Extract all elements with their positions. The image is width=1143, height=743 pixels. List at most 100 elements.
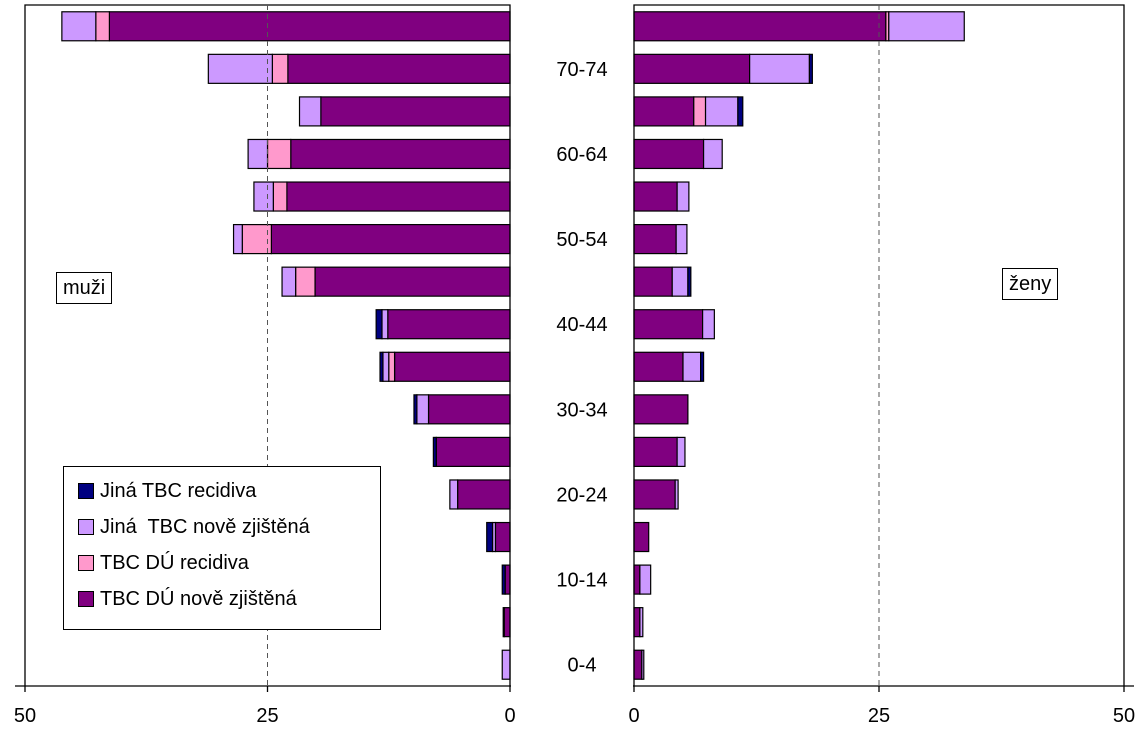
x-tick-label-right: 25	[868, 705, 890, 727]
bar-segment	[95, 11, 110, 42]
bar-segment	[494, 521, 511, 553]
legend-item-du-recidiva: TBC DÚ recidiva	[64, 545, 380, 581]
bar-segment	[633, 309, 704, 340]
bar-segment	[749, 53, 811, 84]
bar-segment	[674, 479, 679, 510]
bar-segment	[486, 521, 494, 553]
bar-segment	[704, 96, 739, 127]
bar-segment	[247, 138, 269, 170]
age-group-label: 20-24	[556, 484, 607, 506]
bar-segment	[232, 223, 243, 255]
age-group-label: 30-34	[556, 399, 607, 421]
bar-segment	[633, 96, 695, 127]
bar-segment	[633, 138, 705, 170]
bar-segment	[108, 11, 511, 42]
bar-segment	[207, 53, 273, 84]
axes: 50 25 0 0 25 50 0-4 10-14 20-24 30-34 40-44 50-54 60…	[14, 4, 1135, 727]
bar-segment	[633, 521, 650, 553]
bar-segment	[687, 266, 692, 297]
bar-segment	[641, 649, 645, 680]
bar-segment	[702, 138, 723, 170]
legend-swatch	[78, 483, 94, 499]
bar-segment	[675, 223, 688, 255]
legend-item-jina-recidiva: Jiná TBC recidiva	[64, 473, 380, 509]
age-group-label: 0-4	[568, 655, 597, 677]
bar-segment	[314, 266, 511, 297]
x-tick-label-left: 25	[256, 705, 278, 727]
legend-label: Jiná TBC nově zjištěná	[100, 515, 310, 538]
bar-segment	[379, 351, 384, 382]
bar-segment	[435, 436, 511, 468]
bar-segment	[639, 607, 644, 638]
legend-label: TBC DÚ nově zjištěná	[100, 587, 297, 610]
bar-segment	[270, 223, 511, 255]
bar-segment	[375, 309, 383, 340]
x-tick-label-right: 50	[1113, 705, 1135, 727]
bar-segment	[501, 649, 511, 680]
right-panel-zeny	[633, 11, 965, 680]
bar-segment	[701, 309, 715, 340]
x-tick-label-left: 50	[14, 705, 36, 727]
legend-label: TBC DÚ recidiva	[100, 551, 249, 574]
bar-segment	[633, 11, 887, 42]
bar-segment	[413, 394, 418, 425]
bar-segment	[671, 266, 689, 297]
legend-label: Jiná TBC recidiva	[100, 479, 257, 502]
bar-segment	[457, 479, 511, 510]
x-tick-label-left: 0	[504, 705, 515, 727]
bar-segment	[272, 181, 288, 212]
bar-segment	[700, 351, 705, 382]
bar-segment	[416, 394, 430, 425]
bar-segment	[503, 607, 511, 638]
bar-segment	[287, 53, 511, 84]
bar-segment	[502, 607, 505, 638]
x-tick-label-right: 0	[628, 705, 639, 727]
bar-segment	[633, 351, 684, 382]
age-group-label: 70-74	[556, 59, 607, 81]
age-group-label: 50-54	[556, 229, 607, 251]
bar-segment	[290, 138, 511, 170]
bar-segment	[320, 96, 511, 127]
legend-item-jina-nove: Jiná TBC nově zjištěná	[64, 509, 380, 545]
bar-segment	[633, 53, 751, 84]
bar-segment	[286, 181, 511, 212]
left-panel-muzi	[61, 11, 511, 680]
bar-segment	[633, 223, 677, 255]
bar-segment	[676, 436, 686, 468]
bar-segment	[501, 564, 506, 595]
bar-segment	[633, 564, 641, 595]
bar-segment	[633, 394, 689, 425]
bar-segment	[633, 436, 678, 468]
bar-segment	[381, 309, 389, 340]
bar-segment	[504, 564, 511, 595]
bar-segment	[382, 351, 390, 382]
bar-segment	[387, 309, 511, 340]
bar-segment	[633, 649, 643, 680]
bar-segment	[639, 564, 652, 595]
bar-segment	[393, 351, 511, 382]
bar-segment	[266, 138, 292, 170]
bar-segment	[449, 479, 459, 510]
bar-segment	[61, 11, 97, 42]
bar-segment	[388, 351, 396, 382]
bar-segment	[253, 181, 274, 212]
bar-segment	[427, 394, 511, 425]
legend-swatch	[78, 519, 94, 535]
bar-segment	[693, 96, 707, 127]
bar-segment	[271, 53, 289, 84]
bar-segment	[241, 223, 272, 255]
legend-swatch	[78, 555, 94, 571]
bar-segment	[281, 266, 297, 297]
bar-segment	[432, 436, 437, 468]
bar-segment	[633, 479, 676, 510]
bar-segment	[808, 53, 813, 84]
bar-segment	[737, 96, 744, 127]
panel-label-muzi: muži	[56, 272, 113, 304]
bar-segment	[682, 351, 702, 382]
bar-segment	[633, 181, 678, 212]
bar-segment	[633, 607, 641, 638]
age-group-label: 10-14	[556, 570, 607, 592]
bar-segment	[298, 96, 322, 127]
legend-swatch	[78, 591, 94, 607]
